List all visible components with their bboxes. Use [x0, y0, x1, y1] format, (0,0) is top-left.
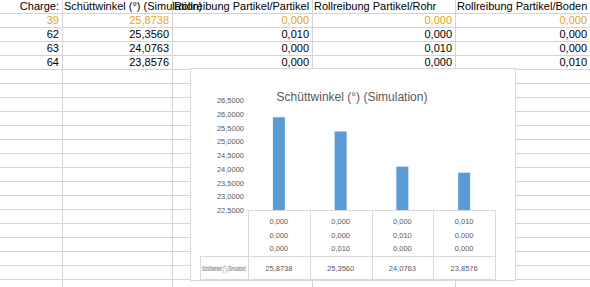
table-value: 23,8576 — [451, 264, 478, 273]
category-label: 0,000 — [331, 231, 350, 240]
header-cell: Rollreibung Partikel/Rohr — [314, 0, 437, 12]
table-cell: 0,010 — [559, 56, 587, 68]
table-cell: 0,000 — [281, 56, 309, 68]
sheet-grid — [0, 0, 590, 287]
chart: Schüttwinkel (°) (Simulation) 22,5000 23,0… — [191, 69, 516, 281]
bar — [273, 117, 285, 210]
col-line — [172, 0, 173, 287]
table-line — [433, 210, 434, 280]
data-table: 0,000 0,000 0,000 25,8738 0,000 0,000 0,010 25,… — [200, 210, 496, 280]
table-cell: 0,000 — [559, 14, 587, 26]
y-tick-label: 23,0000 — [217, 192, 244, 201]
table-value: 24,0763 — [389, 264, 416, 273]
table-line — [248, 210, 249, 280]
category-label: 0,010 — [455, 217, 474, 226]
bar — [335, 131, 347, 210]
y-tick — [246, 113, 248, 114]
table-cell: 0,010 — [424, 42, 452, 54]
bar — [458, 173, 470, 210]
table-cell: 0,010 — [281, 28, 309, 40]
table: Charge:Schüttwinkel (°) (Simulation)Roll… — [20, 0, 587, 68]
table-line — [310, 210, 311, 280]
category-label: 0,000 — [331, 217, 350, 226]
table-cell: 24,0763 — [129, 42, 169, 54]
table-value: 25,3560 — [327, 264, 354, 273]
y-tick — [246, 210, 248, 211]
table-line — [495, 210, 496, 280]
category-label: 0,010 — [393, 231, 412, 240]
y-tick-label: 26,5000 — [217, 96, 244, 105]
y-tick — [246, 155, 248, 156]
y-tick-label: 22,5000 — [217, 206, 244, 215]
y-tick-label: 24,0000 — [217, 165, 244, 174]
table-cell: 0,000 — [559, 28, 587, 40]
table-cell: 25,8738 — [129, 14, 169, 26]
bars — [273, 117, 470, 210]
chart-frame — [191, 69, 516, 281]
sheet: Charge: Schüttwinkel (°) (Simulation) Roll… — [0, 0, 590, 287]
table-value: 25,8738 — [265, 264, 292, 273]
table-cell: 0,000 — [424, 56, 452, 68]
table-line — [200, 279, 495, 280]
y-tick-label: 23,5000 — [217, 179, 244, 188]
chart-title: Schüttwinkel (°) (Simulation) — [277, 90, 428, 104]
header-cell: Rollreibung Partikel/Partikel — [174, 0, 309, 12]
table-cell: 0,000 — [559, 42, 587, 54]
table-cell: 0,000 — [281, 42, 309, 54]
y-tick — [246, 196, 248, 197]
table-line — [200, 256, 495, 257]
table-cell: 23,8576 — [129, 56, 169, 68]
category-label: 0,000 — [269, 231, 288, 240]
table-line — [372, 210, 373, 280]
table-cell: 63 — [47, 42, 59, 54]
table-cell: 64 — [47, 56, 59, 68]
y-tick — [246, 182, 248, 183]
header-cell: Rollreibung Partikel/Boden — [457, 0, 587, 12]
header-cell: Charge: — [20, 0, 59, 12]
y-tick — [246, 141, 248, 142]
category-label: 0,000 — [455, 244, 474, 253]
series-name: Schüttwinkel (°) (Simulation) — [202, 265, 246, 273]
table-cell: 0,000 — [281, 14, 309, 26]
table-cell: 0,000 — [424, 28, 452, 40]
y-tick-label: 26,0000 — [217, 110, 244, 119]
y-tick-label: 24,5000 — [217, 151, 244, 160]
y-tick — [246, 100, 248, 101]
category-label: 0,000 — [455, 231, 474, 240]
category-label: 0,000 — [269, 244, 288, 253]
bar — [396, 167, 408, 210]
table-cell: 25,3560 — [129, 28, 169, 40]
y-tick-label: 25,5000 — [217, 124, 244, 133]
category-label: 0,000 — [269, 217, 288, 226]
category-label: 0,000 — [393, 244, 412, 253]
category-label: 0,000 — [393, 217, 412, 226]
col-line — [62, 0, 63, 287]
table-cell: 62 — [47, 28, 59, 40]
y-tick — [246, 168, 248, 169]
table-cell: 0,000 — [424, 14, 452, 26]
y-tick — [246, 127, 248, 128]
y-tick-label: 25,0000 — [217, 137, 244, 146]
table-line — [200, 256, 201, 280]
x-axis — [248, 210, 495, 211]
table-cell: 39 — [47, 14, 59, 26]
category-label: 0,010 — [331, 244, 350, 253]
